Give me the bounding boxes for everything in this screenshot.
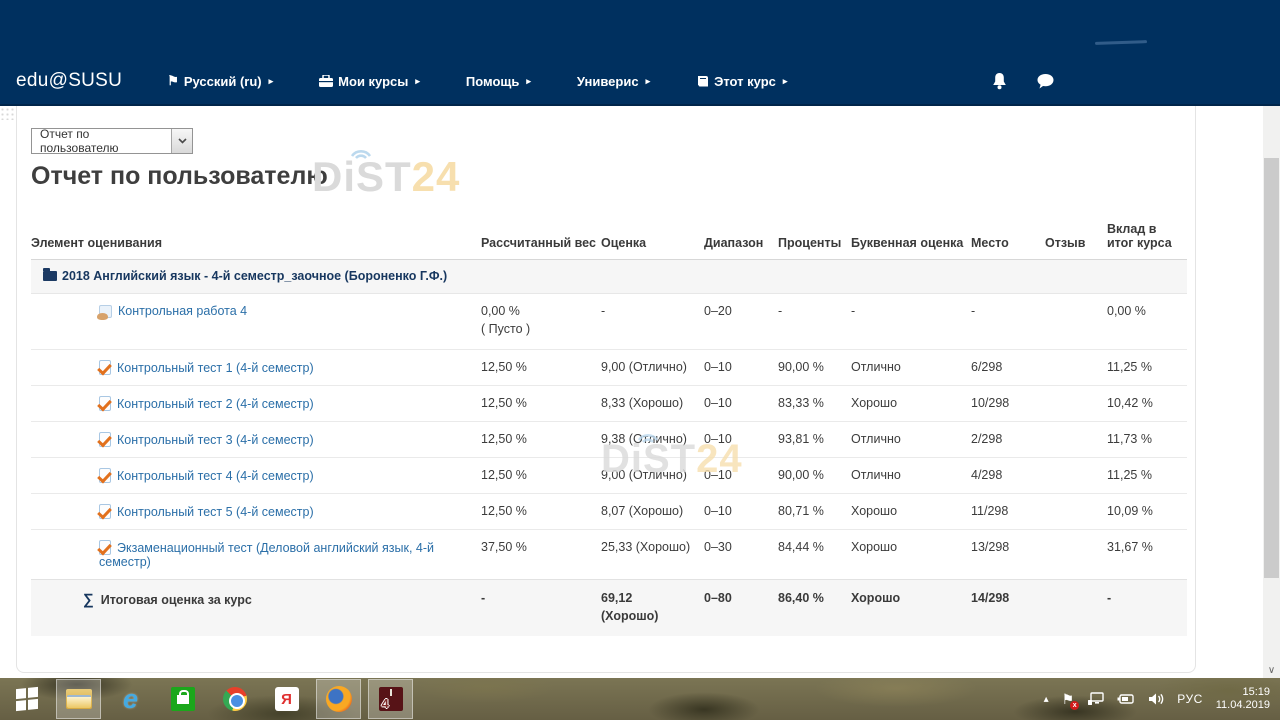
nav-univeris[interactable]: Универис ▸: [576, 73, 651, 89]
main-menu: ⚑ Русский (ru) ▸ Мои курсы ▸ Помощь ▸ Ун…: [144, 73, 810, 89]
report-type-select[interactable]: Отчет по пользователю: [31, 127, 193, 155]
taskbar-firefox[interactable]: [316, 679, 361, 719]
grade-item-link[interactable]: Контрольный тест 3 (4-й семестр): [117, 433, 314, 447]
battery-icon[interactable]: [1117, 693, 1135, 705]
table-row: Контрольная работа 4 0,00 %( Пусто ) - 0…: [31, 293, 1187, 350]
firefox-icon: [325, 686, 352, 712]
network-icon[interactable]: [1087, 692, 1104, 706]
folder-icon: [43, 268, 57, 281]
chrome-icon: [222, 687, 247, 711]
windows-store-icon: [170, 687, 195, 711]
quiz-icon: [99, 396, 111, 411]
taskbar-windows-store[interactable]: [160, 679, 205, 719]
caret-right-icon: ▸: [645, 75, 651, 86]
volume-icon[interactable]: [1148, 692, 1164, 706]
table-row: Контрольный тест 4 (4-й семестр) 12,50 %…: [31, 457, 1187, 494]
action-center-flag-icon[interactable]: ⚑ x: [1062, 691, 1080, 710]
windows-logo-icon: [15, 686, 38, 712]
grade-item-link[interactable]: Контрольный тест 5 (4-й семестр): [117, 505, 314, 519]
col-header: Диапазон: [704, 222, 778, 260]
caret-right-icon: ▸: [526, 75, 531, 86]
course-total-row: ∑ Итоговая оценка за курс - 69,12 (Хорошо)…: [31, 579, 1187, 636]
nav-help[interactable]: Помощь ▸: [465, 73, 531, 89]
grade-item-link[interactable]: Контрольный тест 2 (4-й семестр): [117, 397, 314, 411]
maroon-app-icon: 4: [378, 687, 403, 711]
yandex-browser-icon: Я: [274, 687, 299, 711]
start-button[interactable]: [4, 679, 49, 719]
quiz-icon: [99, 504, 111, 519]
quiz-icon: [99, 432, 111, 447]
messages-chat-icon[interactable]: [1036, 73, 1055, 90]
caret-right-icon: ▸: [415, 75, 420, 86]
briefcase-icon: [319, 75, 334, 87]
clock-date: 11.04.2019: [1215, 699, 1270, 711]
notifications-bell-icon[interactable]: [991, 72, 1008, 90]
table-row: Контрольный тест 3 (4-й семестр) 12,50 %…: [31, 421, 1187, 458]
book-icon: [697, 75, 709, 87]
col-header: Рассчитанный вес: [481, 222, 601, 260]
nav-this-course[interactable]: Этот курс ▸: [682, 74, 801, 89]
flag-icon: ⚑: [167, 73, 179, 88]
grade-report-table: Элемент оценивания Рассчитанный вес Оцен…: [31, 222, 1187, 636]
col-header: Буквенная оценка: [851, 222, 971, 260]
scrollbar-down-icon[interactable]: ∨: [1267, 665, 1276, 676]
taskbar-file-explorer[interactable]: [56, 679, 101, 719]
grade-item-link[interactable]: Контрольная работа 4: [118, 304, 248, 318]
content-card: Отчет по пользователю Отчет по пользоват…: [16, 106, 1196, 673]
taskbar-yandex-browser[interactable]: Я: [264, 679, 309, 719]
table-row: Контрольный тест 5 (4-й семестр) 12,50 %…: [31, 493, 1187, 530]
scrollbar-thumb[interactable]: [1264, 158, 1279, 578]
caret-right-icon: ▸: [782, 75, 788, 86]
nav-language[interactable]: ⚑ Русский (ru) ▸: [167, 73, 274, 89]
clock-time: 15:19: [1242, 686, 1270, 698]
report-select-value: Отчет по пользователю: [40, 127, 119, 155]
table-row: Контрольный тест 2 (4-й семестр) 12,50 %…: [31, 385, 1187, 422]
table-row: Контрольный тест 1 (4-й семестр) 12,50 %…: [31, 349, 1187, 386]
caret-right-icon: ▸: [268, 75, 274, 86]
col-header: Место: [971, 222, 1045, 260]
quiz-icon: [99, 540, 111, 555]
col-header: Элемент оценивания: [31, 222, 481, 260]
top-navbar: edu@SUSU ⚑ Русский (ru) ▸ Мои курсы ▸ По…: [0, 0, 1280, 106]
file-explorer-icon: [65, 689, 92, 709]
page-title: Отчет по пользователю: [31, 162, 328, 190]
quiz-icon: [99, 360, 111, 375]
table-header-row: Элемент оценивания Рассчитанный вес Оцен…: [31, 222, 1187, 260]
taskbar-app[interactable]: 4: [368, 679, 413, 719]
col-header: Отзыв: [1045, 222, 1107, 260]
windows-taskbar: e Я 4 ▴ ⚑ x РУС 1: [0, 678, 1280, 720]
grade-item-link[interactable]: Экзаменационный тест (Деловой английский…: [99, 541, 435, 569]
chevron-down-icon: [171, 129, 192, 153]
taskbar-chrome[interactable]: [212, 679, 257, 719]
vertical-scrollbar[interactable]: ∨: [1263, 106, 1280, 678]
language-indicator[interactable]: РУС: [1177, 692, 1203, 706]
sigma-icon: ∑: [83, 591, 94, 608]
internet-explorer-icon: e: [122, 683, 139, 714]
alert-badge: x: [1070, 700, 1080, 710]
nav-my-courses[interactable]: Мои курсы ▸: [305, 74, 434, 89]
tray-expand-icon[interactable]: ▴: [1043, 693, 1049, 705]
wifi-arcs-icon: [350, 150, 372, 159]
grade-item-link[interactable]: Контрольный тест 1 (4-й семестр): [117, 361, 314, 375]
quiz-icon: [99, 468, 111, 483]
col-header: Вклад в итог курса: [1107, 222, 1187, 260]
assignment-icon: [97, 305, 112, 320]
dist24-watermark: DiST24: [312, 150, 460, 201]
table-row: Экзаменационный тест (Деловой английский…: [31, 529, 1187, 580]
col-header: Оценка: [601, 222, 704, 260]
col-header: Проценты: [778, 222, 851, 260]
taskbar-internet-explorer[interactable]: e: [108, 679, 153, 719]
grade-item-link[interactable]: Контрольный тест 4 (4-й семестр): [117, 469, 314, 483]
taskbar-clock[interactable]: 15:19 11.04.2019: [1216, 686, 1270, 712]
category-row: 2018 Английский язык - 4-й семестр_заочн…: [31, 259, 1187, 294]
highlight-streak: [1094, 40, 1148, 45]
site-brand-link[interactable]: edu@SUSU: [16, 70, 123, 91]
